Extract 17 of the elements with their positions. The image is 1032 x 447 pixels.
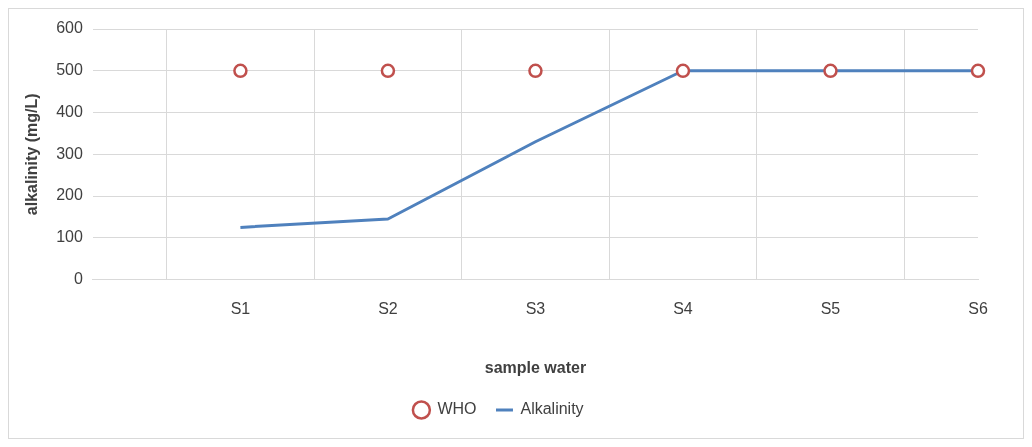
x-axis-title: sample water <box>484 358 587 376</box>
y-tick-label: 400 <box>56 102 83 120</box>
y-tick-label: 600 <box>56 19 83 37</box>
x-tick-label: S4 <box>673 299 693 317</box>
x-tick-label: S2 <box>378 299 398 317</box>
legend-label: WHO <box>437 400 477 418</box>
x-tick-label: S5 <box>820 299 841 317</box>
x-tick-label: S1 <box>230 299 251 317</box>
y-axis-title: alkalinity (mg/L) <box>23 93 41 216</box>
x-tick-label: S6 <box>968 299 988 317</box>
y-tick-label: 500 <box>56 61 83 79</box>
legend-label: Alkalinity <box>520 400 584 418</box>
y-tick-label: 200 <box>56 186 83 204</box>
y-tick-label: 0 <box>73 270 83 288</box>
y-tick-label: 300 <box>56 144 83 162</box>
x-tick-label: S3 <box>525 299 546 317</box>
y-tick-label: 100 <box>56 228 83 246</box>
